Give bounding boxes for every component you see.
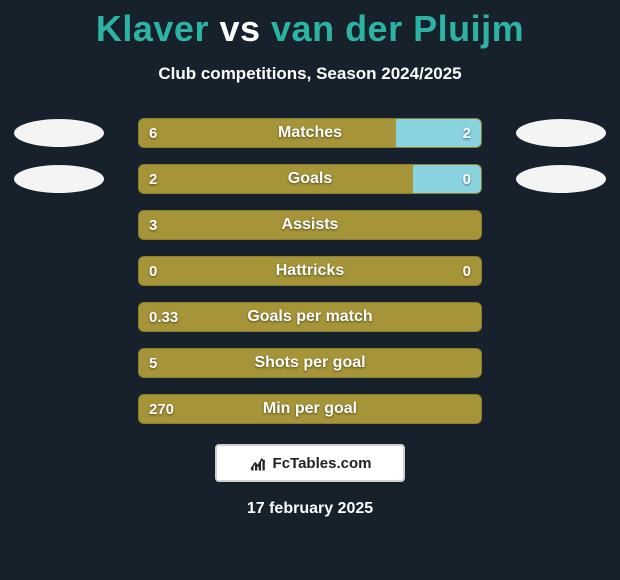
- bar-segment-left: [139, 165, 413, 193]
- stat-value-left: 3: [149, 211, 157, 239]
- team-badge-left: [14, 165, 104, 193]
- stat-bar: 270Min per goal: [138, 394, 482, 424]
- bar-segment-left: [139, 303, 481, 331]
- stat-value-left: 2: [149, 165, 157, 193]
- bar-segment-left: [139, 119, 396, 147]
- stat-bar: 00Hattricks: [138, 256, 482, 286]
- stat-value-left: 6: [149, 119, 157, 147]
- player1-name: Klaver: [96, 8, 209, 49]
- stat-row: 5Shots per goal: [0, 348, 620, 378]
- comparison-chart: 62Matches20Goals3Assists00Hattricks0.33G…: [0, 118, 620, 424]
- vs-text: vs: [219, 8, 260, 49]
- team-badge-right: [516, 119, 606, 147]
- subtitle: Club competitions, Season 2024/2025: [0, 64, 620, 84]
- stat-value-left: 270: [149, 395, 174, 423]
- brand-badge: FcTables.com: [215, 444, 405, 482]
- stat-row: 270Min per goal: [0, 394, 620, 424]
- team-badge-left: [14, 119, 104, 147]
- stat-bar: 0.33Goals per match: [138, 302, 482, 332]
- stat-bar: 20Goals: [138, 164, 482, 194]
- stat-value-left: 0.33: [149, 303, 178, 331]
- brand-text: FcTables.com: [273, 455, 372, 472]
- stat-row: 00Hattricks: [0, 256, 620, 286]
- stat-row: 3Assists: [0, 210, 620, 240]
- stat-value-left: 5: [149, 349, 157, 377]
- stat-value-right: 0: [463, 165, 471, 193]
- player2-name: van der Pluijm: [271, 8, 524, 49]
- stat-row: 62Matches: [0, 118, 620, 148]
- stat-row: 20Goals: [0, 164, 620, 194]
- stat-value-right: 2: [463, 119, 471, 147]
- bar-segment-left: [139, 349, 481, 377]
- footer-date: 17 february 2025: [0, 500, 620, 518]
- stat-bar: 5Shots per goal: [138, 348, 482, 378]
- bar-segment-left: [139, 211, 481, 239]
- stat-bar: 62Matches: [138, 118, 482, 148]
- stat-value-right: 0: [463, 257, 471, 285]
- chart-icon: [249, 454, 267, 472]
- bar-segment-left: [139, 395, 481, 423]
- stat-bar: 3Assists: [138, 210, 482, 240]
- page-title: Klaver vs van der Pluijm: [0, 0, 620, 50]
- bar-segment-left: [139, 257, 481, 285]
- stat-value-left: 0: [149, 257, 157, 285]
- team-badge-right: [516, 165, 606, 193]
- stat-row: 0.33Goals per match: [0, 302, 620, 332]
